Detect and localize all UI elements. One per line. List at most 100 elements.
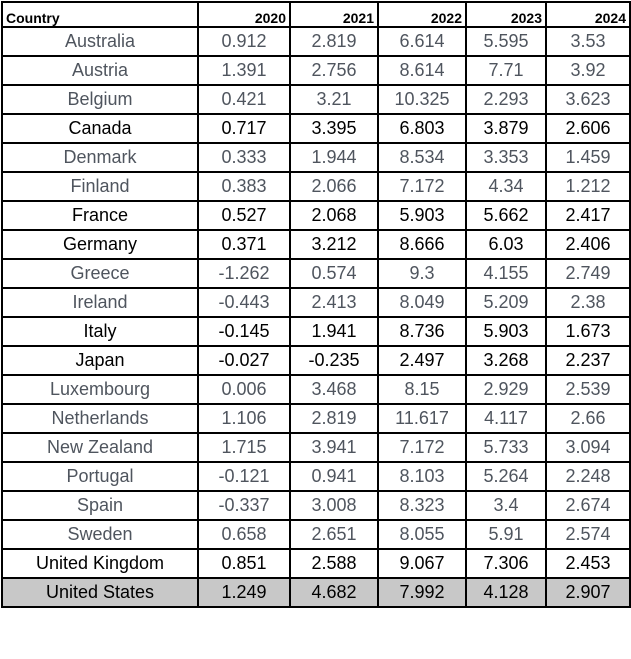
value-cell-2024: 1.459 (545, 142, 631, 173)
table-row: Spain -0.337 3.008 8.323 3.4 2.674 (1, 490, 631, 521)
value-cell-2021: 3.941 (289, 432, 379, 463)
value-cell-2020: 0.912 (197, 26, 291, 57)
country-cell: Japan (1, 345, 199, 376)
value-cell-2024: 3.623 (545, 84, 631, 115)
country-cell: Austria (1, 55, 199, 86)
country-cell: Italy (1, 316, 199, 347)
value-cell-2020: 0.421 (197, 84, 291, 115)
value-cell-2020: -1.262 (197, 258, 291, 289)
header-2021: 2021 (289, 1, 379, 28)
value-cell-2023: 5.91 (465, 519, 547, 550)
table-row: Denmark 0.333 1.944 8.534 3.353 1.459 (1, 142, 631, 173)
value-cell-2023: 4.128 (465, 577, 547, 608)
value-cell-2022: 7.992 (377, 577, 467, 608)
value-cell-2020: 1.106 (197, 403, 291, 434)
value-cell-2024: 2.606 (545, 113, 631, 144)
value-cell-2022: 8.666 (377, 229, 467, 260)
country-cell: Germany (1, 229, 199, 260)
value-cell-2023: 5.733 (465, 432, 547, 463)
country-cell: Greece (1, 258, 199, 289)
value-cell-2024: 3.92 (545, 55, 631, 86)
value-cell-2024: 1.673 (545, 316, 631, 347)
value-cell-2021: 3.395 (289, 113, 379, 144)
country-cell: Portugal (1, 461, 199, 492)
table-row: Finland 0.383 2.066 7.172 4.34 1.212 (1, 171, 631, 202)
value-cell-2021: 3.21 (289, 84, 379, 115)
value-cell-2021: 3.468 (289, 374, 379, 405)
value-cell-2023: 2.929 (465, 374, 547, 405)
table-row: Japan -0.027 -0.235 2.497 3.268 2.237 (1, 345, 631, 376)
header-2023: 2023 (465, 1, 547, 28)
value-cell-2020: 1.715 (197, 432, 291, 463)
value-cell-2024: 2.453 (545, 548, 631, 579)
value-cell-2022: 5.903 (377, 200, 467, 231)
value-cell-2024: 2.574 (545, 519, 631, 550)
table-row: United States 1.249 4.682 7.992 4.128 2.907 (1, 577, 631, 608)
value-cell-2020: 0.383 (197, 171, 291, 202)
country-cell: Luxembourg (1, 374, 199, 405)
value-cell-2023: 7.306 (465, 548, 547, 579)
value-cell-2023: 4.34 (465, 171, 547, 202)
value-cell-2021: 3.008 (289, 490, 379, 521)
value-cell-2023: 4.155 (465, 258, 547, 289)
value-cell-2020: 0.717 (197, 113, 291, 144)
value-cell-2024: 2.66 (545, 403, 631, 434)
value-cell-2022: 8.055 (377, 519, 467, 550)
value-cell-2021: 0.574 (289, 258, 379, 289)
value-cell-2022: 8.323 (377, 490, 467, 521)
value-cell-2024: 2.674 (545, 490, 631, 521)
value-cell-2023: 6.03 (465, 229, 547, 260)
value-cell-2021: 2.068 (289, 200, 379, 231)
value-cell-2020: -0.121 (197, 461, 291, 492)
value-cell-2022: 2.497 (377, 345, 467, 376)
value-cell-2022: 7.172 (377, 171, 467, 202)
value-cell-2022: 11.617 (377, 403, 467, 434)
value-cell-2021: 2.413 (289, 287, 379, 318)
header-2022: 2022 (377, 1, 467, 28)
value-cell-2021: 2.819 (289, 26, 379, 57)
value-cell-2021: 2.756 (289, 55, 379, 86)
value-cell-2022: 8.103 (377, 461, 467, 492)
value-cell-2024: 2.237 (545, 345, 631, 376)
value-cell-2021: 3.212 (289, 229, 379, 260)
inflation-table: Country 2020 2021 2022 2023 2024 Austral… (1, 1, 631, 608)
value-cell-2022: 9.3 (377, 258, 467, 289)
table-row: Belgium 0.421 3.21 10.325 2.293 3.623 (1, 84, 631, 115)
value-cell-2022: 6.803 (377, 113, 467, 144)
header-2020: 2020 (197, 1, 291, 28)
header-country: Country (1, 1, 199, 28)
value-cell-2020: 1.249 (197, 577, 291, 608)
value-cell-2023: 5.264 (465, 461, 547, 492)
value-cell-2020: 0.851 (197, 548, 291, 579)
country-cell: United Kingdom (1, 548, 199, 579)
value-cell-2022: 8.15 (377, 374, 467, 405)
value-cell-2022: 8.534 (377, 142, 467, 173)
value-cell-2024: 2.907 (545, 577, 631, 608)
value-cell-2022: 7.172 (377, 432, 467, 463)
table-row: Netherlands 1.106 2.819 11.617 4.117 2.66 (1, 403, 631, 434)
value-cell-2020: 0.333 (197, 142, 291, 173)
value-cell-2024: 2.38 (545, 287, 631, 318)
table-row: Portugal -0.121 0.941 8.103 5.264 2.248 (1, 461, 631, 492)
table-row: Greece -1.262 0.574 9.3 4.155 2.749 (1, 258, 631, 289)
country-cell: France (1, 200, 199, 231)
country-cell: Ireland (1, 287, 199, 318)
value-cell-2021: 4.682 (289, 577, 379, 608)
value-cell-2021: 2.651 (289, 519, 379, 550)
value-cell-2023: 3.4 (465, 490, 547, 521)
table-row: Italy -0.145 1.941 8.736 5.903 1.673 (1, 316, 631, 347)
country-cell: Denmark (1, 142, 199, 173)
value-cell-2023: 3.268 (465, 345, 547, 376)
country-cell: Canada (1, 113, 199, 144)
value-cell-2023: 3.353 (465, 142, 547, 173)
value-cell-2020: -0.337 (197, 490, 291, 521)
value-cell-2021: 1.944 (289, 142, 379, 173)
value-cell-2020: 0.006 (197, 374, 291, 405)
value-cell-2020: -0.443 (197, 287, 291, 318)
value-cell-2020: 0.658 (197, 519, 291, 550)
value-cell-2020: 0.371 (197, 229, 291, 260)
value-cell-2022: 10.325 (377, 84, 467, 115)
value-cell-2024: 2.248 (545, 461, 631, 492)
table-row: Canada 0.717 3.395 6.803 3.879 2.606 (1, 113, 631, 144)
value-cell-2022: 8.736 (377, 316, 467, 347)
